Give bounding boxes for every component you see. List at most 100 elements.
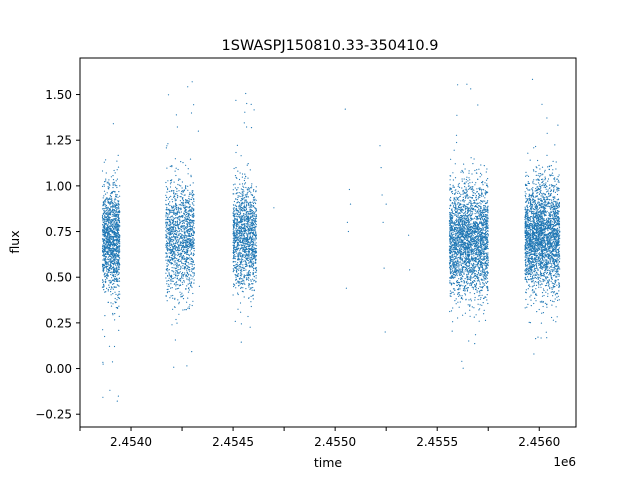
data-point (238, 211, 240, 213)
data-point (175, 167, 177, 169)
data-point (113, 264, 115, 266)
data-point (105, 255, 107, 258)
data-point (189, 219, 192, 221)
data-point (251, 183, 253, 185)
data-point (240, 155, 242, 157)
data-point (102, 230, 104, 232)
data-point (192, 224, 194, 226)
data-point (242, 242, 244, 244)
data-point (250, 237, 252, 239)
data-point (254, 211, 256, 213)
data-point (487, 261, 489, 263)
data-point (110, 288, 112, 290)
data-point (171, 267, 173, 269)
data-point (451, 240, 453, 242)
data-point (250, 295, 252, 297)
data-point (192, 193, 194, 195)
data-point (166, 206, 168, 209)
data-point (191, 239, 193, 241)
data-point (243, 282, 245, 284)
data-point (165, 224, 167, 226)
data-point (166, 262, 168, 264)
data-point (169, 224, 171, 226)
data-point (105, 253, 107, 255)
data-point (243, 190, 245, 192)
data-point (189, 244, 191, 246)
data-point (103, 249, 106, 251)
data-point (105, 267, 107, 269)
data-point (191, 210, 193, 213)
data-point (467, 188, 469, 190)
data-point (171, 287, 173, 289)
data-point (255, 242, 257, 244)
data-point (118, 202, 120, 204)
data-point (473, 246, 475, 248)
data-point (185, 309, 187, 311)
data-point (193, 227, 195, 229)
data-point (170, 226, 172, 228)
data-point (233, 227, 235, 229)
data-point (191, 260, 193, 262)
data-point (102, 235, 104, 237)
data-point (483, 165, 485, 167)
data-point (457, 190, 459, 192)
data-point (241, 241, 243, 243)
data-point (239, 209, 242, 211)
data-point (105, 206, 107, 208)
data-point (233, 245, 235, 247)
data-point (165, 256, 167, 258)
data-point (241, 173, 244, 175)
data-point (244, 111, 246, 113)
data-point (172, 232, 174, 234)
data-point (245, 250, 247, 253)
data-point (477, 303, 479, 305)
data-point (239, 214, 241, 216)
data-point (189, 158, 192, 160)
data-point (185, 199, 187, 202)
data-point (240, 224, 243, 226)
data-point (109, 266, 111, 268)
data-point (115, 239, 117, 241)
data-point (233, 230, 235, 232)
data-point (103, 211, 105, 213)
data-point (112, 183, 114, 185)
data-point (115, 302, 117, 304)
data-point (235, 209, 237, 211)
data-point (192, 222, 194, 224)
data-point (170, 237, 172, 239)
data-point (113, 233, 115, 235)
data-point (482, 228, 484, 230)
data-point (117, 166, 120, 168)
data-point (168, 285, 170, 287)
data-point (253, 212, 255, 214)
data-point (235, 223, 237, 225)
data-point (484, 255, 487, 257)
data-point (176, 216, 178, 219)
data-point (457, 216, 459, 218)
data-point (193, 214, 195, 216)
data-point (177, 259, 180, 261)
data-point (178, 234, 180, 236)
data-point (242, 244, 244, 246)
data-point (111, 197, 113, 199)
data-point (175, 114, 177, 116)
data-point (111, 242, 113, 244)
data-point (171, 257, 173, 259)
data-point (166, 265, 168, 268)
data-point (240, 215, 242, 217)
data-point (476, 198, 478, 201)
data-point (450, 310, 453, 312)
data-point (106, 278, 108, 280)
data-point (186, 269, 188, 271)
data-point (234, 247, 236, 249)
data-point (168, 203, 170, 205)
data-point (482, 285, 484, 287)
data-point (459, 268, 461, 270)
data-point (239, 254, 241, 256)
data-point (118, 225, 120, 227)
data-point (239, 261, 241, 263)
data-point (235, 193, 237, 195)
data-point (189, 225, 191, 227)
data-point (108, 186, 110, 188)
data-point (240, 220, 242, 222)
